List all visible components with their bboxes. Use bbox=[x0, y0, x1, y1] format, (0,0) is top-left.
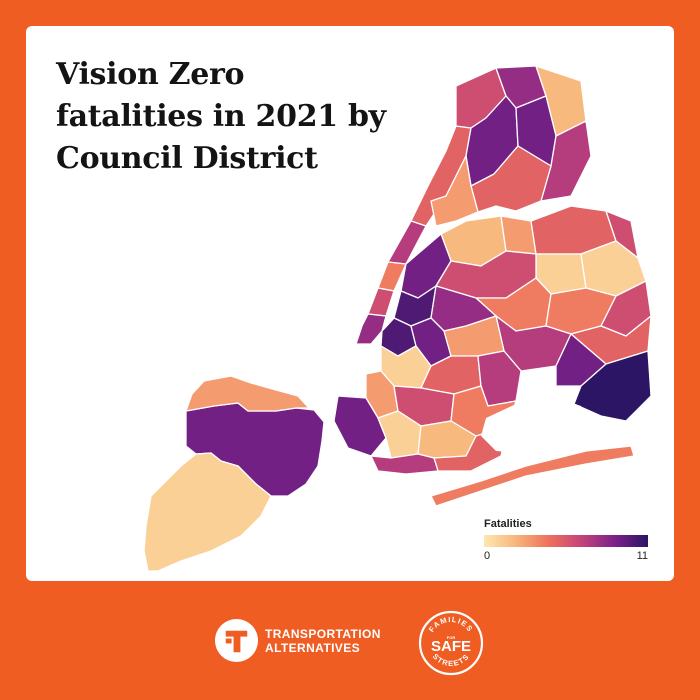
ta-logo-text: TRANSPORTATION ALTERNATIVES bbox=[265, 627, 381, 655]
jamaica-bay-water bbox=[481, 398, 586, 454]
legend-color-bar bbox=[484, 535, 648, 547]
ta-logo-line2: ALTERNATIVES bbox=[265, 641, 361, 655]
transportation-alternatives-logo-icon bbox=[214, 618, 259, 663]
legend-ticks: 0 11 bbox=[484, 547, 654, 562]
fss-logo-for-text: FOR bbox=[447, 635, 456, 640]
legend-title: Fatalities bbox=[484, 518, 532, 530]
district-queens-rockaway[interactable] bbox=[430, 445, 635, 507]
choropleth-map bbox=[143, 65, 652, 572]
footer: TRANSPORTATION ALTERNATIVES FAMILIES FOR… bbox=[0, 600, 700, 700]
map-card: Vision Zero fatalities in 2021 by Counci… bbox=[26, 26, 674, 581]
district-manhattan-midtown[interactable] bbox=[367, 287, 395, 317]
district-staten-island-east[interactable] bbox=[185, 375, 310, 412]
legend: Fatalities 0 11 bbox=[484, 518, 654, 562]
district-bronx-southeast[interactable] bbox=[430, 155, 479, 227]
page-title: Vision Zero fatalities in 2021 by Counci… bbox=[56, 57, 386, 176]
district-brooklyn-bay-ridge[interactable] bbox=[333, 395, 387, 457]
legend-min-label: 0 bbox=[484, 550, 491, 562]
district-staten-island-south[interactable] bbox=[143, 452, 272, 572]
district-brooklyn-coney-island[interactable] bbox=[370, 453, 439, 475]
families-for-safe-streets-logo-icon: FAMILIES FOR SAFE STREETS bbox=[418, 610, 484, 676]
district-bronx-south[interactable] bbox=[470, 145, 552, 213]
fss-logo-middle-text: SAFE bbox=[431, 638, 471, 655]
district-manhattan-lower[interactable] bbox=[355, 313, 387, 345]
legend-max-label: 11 bbox=[636, 550, 648, 562]
ta-logo-line1: TRANSPORTATION bbox=[265, 627, 381, 641]
